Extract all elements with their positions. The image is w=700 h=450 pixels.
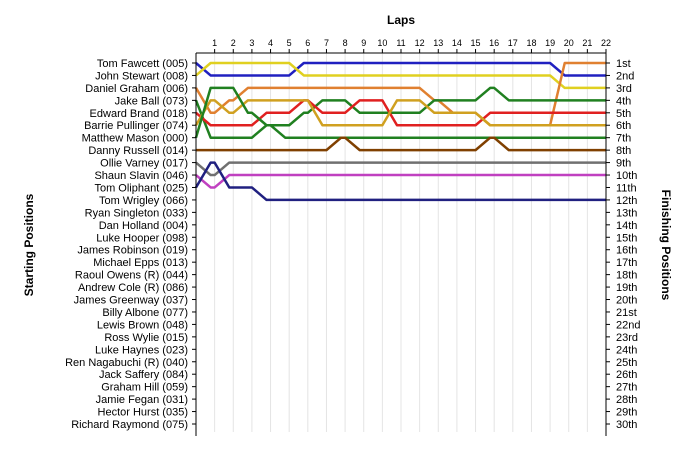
lap-tick-label: 14 — [452, 38, 462, 48]
driver-label: Raoul Owens (R) (044) — [75, 270, 188, 282]
finish-label: 20th — [616, 295, 637, 307]
driver-label: Billy Albone (077) — [102, 307, 188, 319]
driver-label: Jack Saffery (084) — [99, 369, 188, 381]
finish-label: 25th — [616, 357, 637, 369]
series-line — [195, 173, 606, 189]
lap-tick-label: 12 — [415, 38, 425, 48]
finish-label: 18th — [616, 270, 637, 282]
series-line — [195, 161, 606, 177]
finish-label: 29th — [616, 407, 637, 419]
driver-label: John Stewart (008) — [95, 70, 188, 82]
finish-label: 15th — [616, 232, 637, 244]
finishing-positions-label: Finishing Positions — [659, 190, 673, 301]
driver-label: Tom Oliphant (025) — [94, 182, 188, 194]
driver-label: Ren Nagabuchi (R) (040) — [65, 357, 188, 369]
lap-tick-label: 21 — [582, 38, 592, 48]
lap-tick-label: 1 — [212, 38, 217, 48]
driver-label: Dan Holland (004) — [99, 220, 188, 232]
finish-label: 14th — [616, 220, 637, 232]
driver-label: Ryan Singleton (033) — [85, 207, 188, 219]
series-line — [194, 99, 606, 127]
finish-label: 16th — [616, 245, 637, 257]
lap-tick-label: 4 — [268, 38, 273, 48]
driver-label: Ollie Varney (017) — [100, 158, 188, 170]
lap-tick-label: 11 — [396, 38, 405, 48]
finish-label: 11th — [616, 182, 637, 194]
lap-tick-label: 6 — [305, 38, 310, 48]
lap-tick-label: 10 — [377, 38, 387, 48]
lap-tick-label: 7 — [324, 38, 329, 48]
driver-label: Daniel Graham (006) — [85, 83, 188, 95]
driver-label: Tom Wrigley (066) — [99, 195, 188, 207]
lap-tick-label: 19 — [545, 38, 555, 48]
laps-title: Laps — [387, 13, 415, 27]
driver-label: Hector Hurst (035) — [98, 407, 188, 419]
lap-tick-label: 22 — [601, 38, 611, 48]
finish-label: 8th — [616, 145, 631, 157]
finish-label: 30th — [616, 419, 637, 431]
driver-label: Shaun Slavin (046) — [94, 170, 188, 182]
lap-tick-label: 15 — [471, 38, 481, 48]
driver-label: Andrew Cole (R) (086) — [78, 282, 188, 294]
lap-tick-label: 17 — [508, 38, 518, 48]
driver-label: Ross Wylie (015) — [104, 332, 188, 344]
finish-label: 7th — [616, 133, 631, 145]
axes — [192, 49, 610, 436]
series-line — [196, 136, 606, 152]
driver-label: Matthew Mason (000) — [82, 133, 188, 145]
driver-label: Tom Fawcett (005) — [97, 58, 188, 70]
driver-label: Barrie Pullinger (074) — [84, 120, 188, 132]
driver-label: Luke Hooper (098) — [96, 232, 188, 244]
finish-label: 12th — [616, 195, 637, 207]
driver-label: James Robinson (019) — [77, 245, 188, 257]
lap-tick-label: 18 — [526, 38, 536, 48]
lap-tick-label: 9 — [361, 38, 366, 48]
starting-positions-label: Starting Positions — [22, 193, 36, 296]
lap-tick-label: 20 — [564, 38, 574, 48]
finish-label: 9th — [616, 158, 631, 170]
series-line — [194, 161, 606, 202]
driver-label: Richard Raymond (075) — [71, 419, 188, 431]
finish-label: 22nd — [616, 319, 640, 331]
finish-label: 10th — [616, 170, 637, 182]
driver-label: Edward Brand (018) — [90, 108, 188, 120]
finish-label: 27th — [616, 382, 637, 394]
finish-label: 3rd — [616, 83, 632, 95]
finish-label: 24th — [616, 344, 637, 356]
lap-tick-label: 5 — [287, 38, 292, 48]
lap-tick-label: 16 — [489, 38, 499, 48]
finish-label: 28th — [616, 394, 637, 406]
driver-label: Jake Ball (073) — [115, 95, 188, 107]
driver-label: Graham Hill (059) — [101, 382, 188, 394]
driver-label: Luke Haynes (023) — [95, 344, 188, 356]
finish-label: 5th — [616, 108, 631, 120]
driver-label: James Greenway (037) — [74, 295, 188, 307]
finish-label: 1st — [616, 58, 631, 70]
finish-label: 2nd — [616, 70, 634, 82]
finish-label: 6th — [616, 120, 631, 132]
finish-label: 4th — [616, 95, 631, 107]
lap-tick-label: 2 — [231, 38, 236, 48]
driver-label: Lewis Brown (048) — [97, 319, 188, 331]
driver-label: Michael Epps (013) — [93, 257, 188, 269]
lap-tick-label: 13 — [433, 38, 443, 48]
series-lines — [194, 61, 606, 202]
finish-label: 23rd — [616, 332, 638, 344]
lap-tick-label: 3 — [249, 38, 254, 48]
grid — [214, 53, 607, 432]
series-line — [195, 61, 606, 77]
lap-tick-label: 8 — [343, 38, 348, 48]
finish-label: 26th — [616, 369, 637, 381]
finish-label: 13th — [616, 207, 637, 219]
finish-label: 19th — [616, 282, 637, 294]
series-line — [195, 61, 606, 90]
series-line — [195, 99, 606, 127]
driver-label: Danny Russell (014) — [88, 145, 188, 157]
finish-label: 17th — [616, 257, 637, 269]
series-line — [194, 86, 606, 139]
driver-label: Jamie Fegan (031) — [96, 394, 188, 406]
finish-label: 21st — [616, 307, 637, 319]
